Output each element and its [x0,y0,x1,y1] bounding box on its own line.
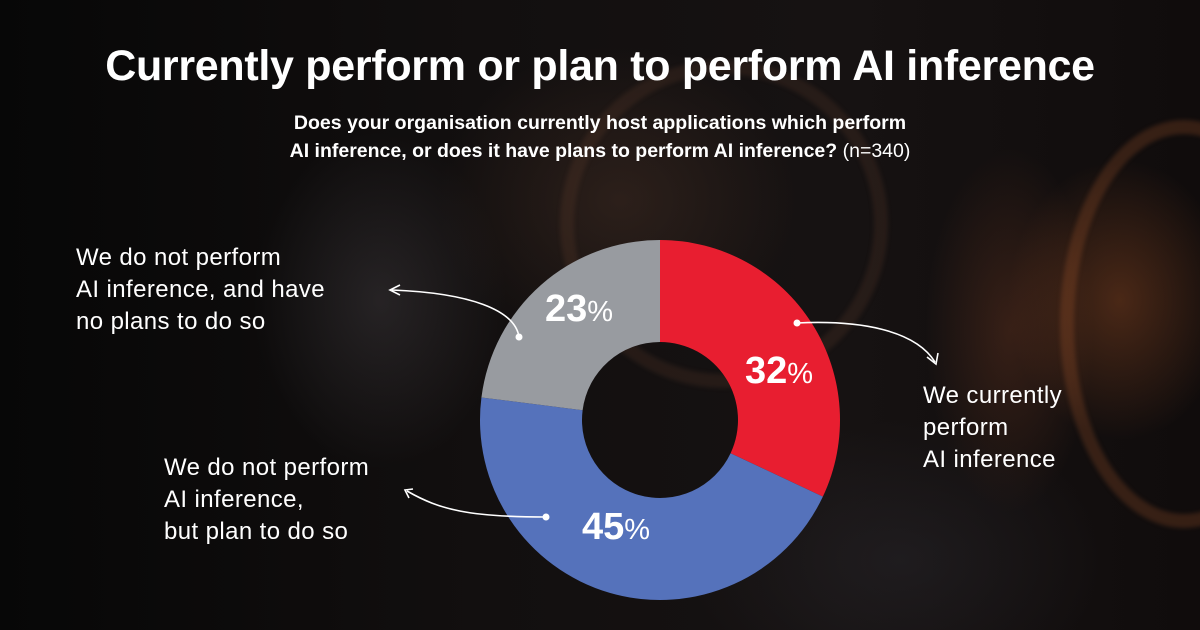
sample-size: (n=340) [842,140,911,162]
slice-current [660,240,841,497]
value-number: 32 [745,350,788,392]
arrow-head-current [926,352,939,366]
callout-label-current: We currently perform AI inference [923,380,1062,476]
chart-subtitle: Does your organisation currently host ap… [0,109,1200,165]
label-line: We do not perform [164,454,370,481]
value-label-no-plans: 23% [545,290,613,328]
callout-label-no-plans: We do not perform AI inference, and have… [76,242,325,338]
value-label-current: 32% [745,352,813,390]
subtitle-line-2: AI inference, or does it have plans to p… [0,137,1200,165]
callout-label-plan: We do not perform AI inference, but plan… [164,452,369,548]
slice-no-plans [481,240,660,411]
value-number: 45 [582,506,625,548]
subtitle-line-1: Does your organisation currently host ap… [293,112,907,134]
slice-plan [480,397,823,601]
label-line: We currently [923,382,1063,409]
label-line: no plans to do so [76,308,266,335]
callout-arrow-plan [406,490,547,518]
donut-slices [480,240,841,601]
callout-arrow-current [796,321,936,363]
label-line: AI inference, and have [76,276,325,303]
callout-arrow-no-plans [391,289,520,338]
chart-title: Currently perform or plan to perform AI … [105,42,1095,90]
callout-dots [515,319,801,521]
subtitle-question: AI inference, or does it have plans to p… [289,140,838,162]
callout-dot-plan [542,513,550,521]
callout-arrows [388,284,939,518]
percent-sign: % [587,296,614,328]
label-line: AI inference [923,446,1056,473]
value-label-plan: 45% [582,508,650,546]
callout-dot-no-plans [515,333,523,341]
arrow-head-plan [403,488,414,499]
callout-dot-current [793,319,801,327]
arrow-head-no-plans [388,284,401,296]
percent-sign: % [787,358,814,390]
label-line: perform [923,414,1009,441]
label-line: but plan to do so [164,518,349,545]
value-number: 23 [545,288,588,330]
label-line: We do not perform [76,244,282,271]
label-line: AI inference, [164,486,304,513]
percent-sign: % [624,514,651,546]
